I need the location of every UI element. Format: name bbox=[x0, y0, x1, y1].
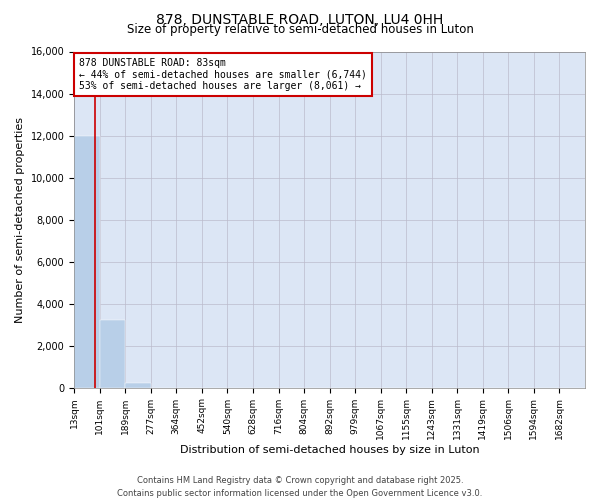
Bar bbox=[74, 136, 100, 388]
Text: Contains HM Land Registry data © Crown copyright and database right 2025.
Contai: Contains HM Land Registry data © Crown c… bbox=[118, 476, 482, 498]
Text: 878, DUNSTABLE ROAD, LUTON, LU4 0HH: 878, DUNSTABLE ROAD, LUTON, LU4 0HH bbox=[157, 12, 443, 26]
Y-axis label: Number of semi-detached properties: Number of semi-detached properties bbox=[15, 116, 25, 322]
Text: Size of property relative to semi-detached houses in Luton: Size of property relative to semi-detach… bbox=[127, 22, 473, 36]
X-axis label: Distribution of semi-detached houses by size in Luton: Distribution of semi-detached houses by … bbox=[180, 445, 479, 455]
Text: 878 DUNSTABLE ROAD: 83sqm
← 44% of semi-detached houses are smaller (6,744)
53% : 878 DUNSTABLE ROAD: 83sqm ← 44% of semi-… bbox=[79, 58, 367, 92]
Bar bbox=[100, 320, 125, 388]
Bar bbox=[125, 384, 151, 388]
